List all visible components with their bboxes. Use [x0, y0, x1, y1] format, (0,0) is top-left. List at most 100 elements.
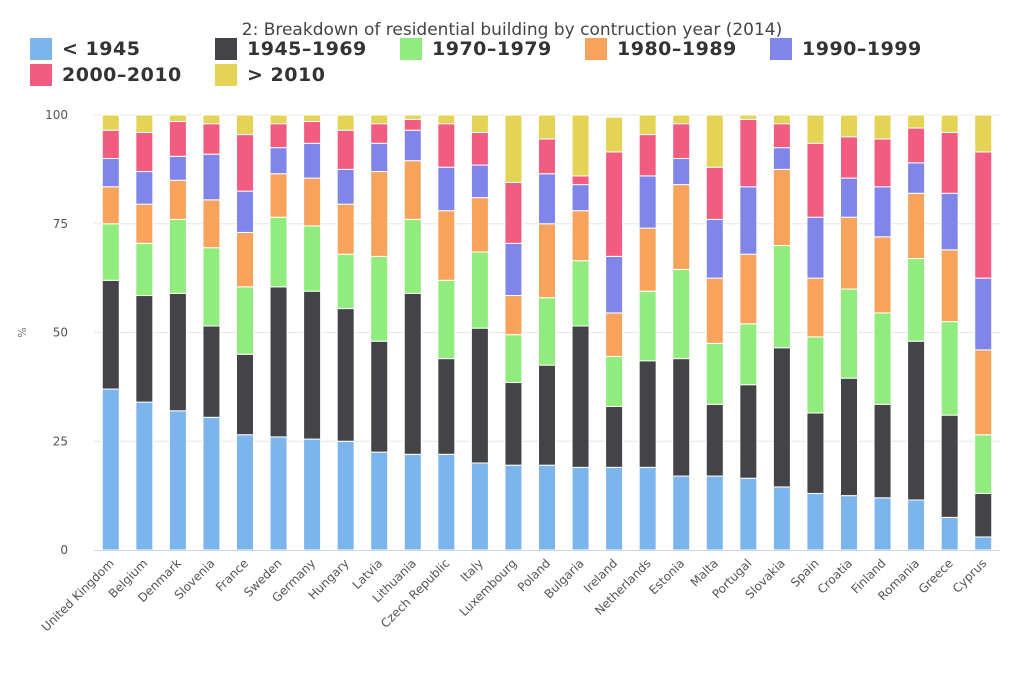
bar-segment[interactable] [638, 227, 657, 292]
bar-segment[interactable] [437, 358, 456, 455]
bar-segment[interactable] [772, 168, 791, 246]
bar-segment[interactable] [370, 451, 389, 551]
bar-segment[interactable] [437, 210, 456, 281]
bar-segment[interactable] [437, 123, 456, 168]
bar-segment[interactable] [940, 114, 959, 133]
bar-segment[interactable] [135, 203, 154, 244]
bar-segment[interactable] [538, 114, 556, 140]
bar-segment[interactable] [739, 323, 758, 386]
bar-segment[interactable] [605, 312, 624, 357]
bar-segment[interactable] [772, 347, 791, 488]
bar-segment[interactable] [470, 131, 489, 166]
bar-segment[interactable] [202, 199, 221, 249]
bar-segment[interactable] [403, 118, 422, 131]
bar-segment[interactable] [974, 492, 993, 538]
bar-segment[interactable] [370, 171, 389, 257]
bar-segment[interactable] [504, 295, 523, 336]
bar-segment[interactable] [403, 218, 422, 294]
bar-segment[interactable] [705, 342, 724, 405]
bar-segment[interactable] [101, 186, 120, 225]
bar-segment[interactable] [202, 153, 221, 201]
bar-segment[interactable] [236, 434, 254, 551]
bar-segment[interactable] [135, 242, 154, 297]
bar-segment[interactable] [236, 286, 254, 355]
bar-segment[interactable] [101, 388, 120, 551]
bar-segment[interactable] [672, 184, 691, 270]
legend-item[interactable]: > 2010 [215, 64, 325, 86]
bar-segment[interactable] [940, 192, 959, 251]
legend-item[interactable]: 1945–1969 [215, 38, 367, 60]
bar-segment[interactable] [135, 131, 154, 173]
bar-segment[interactable] [571, 210, 590, 262]
bar-segment[interactable] [974, 277, 993, 351]
bar-segment[interactable] [974, 349, 993, 436]
bar-segment[interactable] [269, 173, 288, 218]
bar-segment[interactable] [236, 190, 254, 233]
bar-segment[interactable] [403, 129, 422, 162]
bar-segment[interactable] [336, 308, 355, 442]
bar-segment[interactable] [806, 142, 825, 218]
bar-segment[interactable] [806, 277, 825, 338]
bar-segment[interactable] [974, 114, 993, 153]
bar-segment[interactable] [538, 364, 556, 466]
bar-segment[interactable] [101, 158, 120, 188]
bar-segment[interactable] [538, 464, 556, 551]
bar-segment[interactable] [772, 114, 791, 125]
bar-segment[interactable] [638, 134, 657, 177]
bar-segment[interactable] [202, 247, 221, 327]
bar-segment[interactable] [974, 536, 993, 551]
bar-segment[interactable] [135, 114, 154, 133]
bar-segment[interactable] [705, 114, 724, 168]
bar-segment[interactable] [940, 321, 959, 416]
bar-segment[interactable] [672, 358, 691, 477]
bar-segment[interactable] [840, 288, 858, 379]
bar-segment[interactable] [168, 121, 187, 157]
bar-segment[interactable] [269, 123, 288, 149]
bar-segment[interactable] [370, 142, 389, 173]
bar-segment[interactable] [907, 258, 926, 342]
bar-segment[interactable] [370, 255, 389, 342]
bar-segment[interactable] [403, 114, 422, 120]
bar-segment[interactable] [907, 192, 926, 260]
bar-segment[interactable] [571, 466, 590, 551]
bar-segment[interactable] [269, 114, 288, 125]
bar-segment[interactable] [840, 114, 858, 138]
bar-segment[interactable] [168, 410, 187, 551]
legend-item[interactable]: 1970–1979 [400, 38, 552, 60]
bar-segment[interactable] [236, 231, 254, 288]
bar-segment[interactable] [470, 327, 489, 464]
bar-segment[interactable] [504, 334, 523, 384]
bar-segment[interactable] [403, 292, 422, 455]
bar-segment[interactable] [538, 173, 556, 225]
bar-segment[interactable] [672, 268, 691, 360]
bar-segment[interactable] [236, 114, 254, 136]
bar-segment[interactable] [739, 114, 758, 120]
bar-segment[interactable] [571, 114, 590, 177]
bar-segment[interactable] [504, 382, 523, 466]
bar-segment[interactable] [504, 181, 523, 244]
bar-segment[interactable] [403, 453, 422, 551]
bar-segment[interactable] [269, 286, 288, 438]
bar-segment[interactable] [840, 377, 858, 497]
bar-segment[interactable] [605, 355, 624, 407]
bar-segment[interactable] [303, 225, 322, 292]
bar-segment[interactable] [336, 203, 355, 255]
bar-segment[interactable] [840, 136, 858, 179]
bar-segment[interactable] [202, 325, 221, 418]
legend-item[interactable]: 1980–1989 [585, 38, 737, 60]
bar-segment[interactable] [470, 251, 489, 329]
bar-segment[interactable] [907, 127, 926, 164]
bar-segment[interactable] [739, 118, 758, 188]
bar-segment[interactable] [772, 147, 791, 170]
bar-segment[interactable] [269, 147, 288, 175]
bar-segment[interactable] [101, 223, 120, 281]
bar-segment[interactable] [907, 340, 926, 501]
bar-segment[interactable] [772, 486, 791, 551]
bar-segment[interactable] [101, 114, 120, 131]
bar-segment[interactable] [605, 151, 624, 257]
bar-segment[interactable] [202, 114, 221, 125]
bar-segment[interactable] [739, 186, 758, 255]
bar-segment[interactable] [437, 279, 456, 360]
bar-segment[interactable] [873, 497, 892, 551]
bar-segment[interactable] [840, 495, 858, 551]
